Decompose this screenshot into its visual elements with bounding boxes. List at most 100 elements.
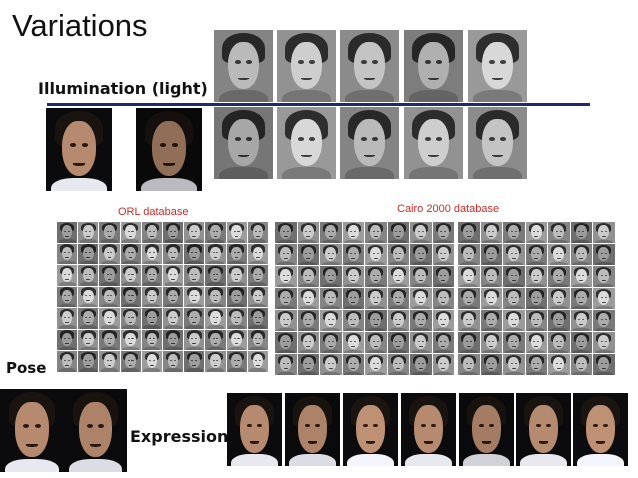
- cairo-database-face: [365, 244, 387, 265]
- orl-database-face: [99, 265, 120, 286]
- divider-line: [47, 103, 590, 106]
- orl-database-face: [184, 265, 205, 286]
- illumination-face-image: [214, 30, 273, 102]
- illumination-face-image: [340, 107, 399, 179]
- cairo-database-face: [480, 332, 502, 353]
- illumination-face-image: [214, 107, 273, 179]
- orl-database-face: [120, 286, 141, 307]
- cairo-database-face: [503, 332, 525, 353]
- orl-database-face: [247, 222, 268, 243]
- cairo-database-face: [570, 354, 592, 375]
- illumination-label: Illumination (light): [38, 79, 208, 98]
- cairo-database-face: [432, 332, 454, 353]
- cairo-database-face: [297, 354, 319, 375]
- cairo-database-face: [342, 266, 364, 287]
- cairo-database-label: Cairo 2000 database: [397, 203, 500, 215]
- cairo-database-face: [342, 288, 364, 309]
- orl-database-face: [78, 265, 99, 286]
- cairo-database-face: [525, 244, 547, 265]
- orl-database-face: [163, 329, 184, 350]
- cairo-database-face: [593, 332, 615, 353]
- cairo-database-face: [320, 332, 342, 353]
- orl-database-face: [78, 351, 99, 372]
- cairo-database-face: [320, 222, 342, 243]
- cairo-database-face: [410, 222, 432, 243]
- illumination-face-image: [468, 30, 527, 102]
- orl-database-face: [120, 351, 141, 372]
- cairo-database-face: [525, 266, 547, 287]
- orl-database-face: [120, 222, 141, 243]
- pose-label: Pose: [6, 359, 47, 377]
- illumination-face-image: [404, 30, 463, 102]
- orl-database-face: [163, 286, 184, 307]
- orl-database-face: [78, 222, 99, 243]
- orl-database-face: [57, 329, 78, 350]
- cairo-database-face: [548, 266, 570, 287]
- cairo-database-face: [458, 266, 480, 287]
- cairo-database-face: [297, 222, 319, 243]
- cairo-database-face: [548, 310, 570, 331]
- cairo-database-face: [525, 222, 547, 243]
- cairo-database-face: [297, 332, 319, 353]
- illumination-face-image: [277, 30, 336, 102]
- orl-database-face: [163, 222, 184, 243]
- cairo-database-face: [525, 332, 547, 353]
- orl-database-face: [163, 308, 184, 329]
- cairo-database-face: [503, 222, 525, 243]
- cairo-database-face: [275, 244, 297, 265]
- orl-database-face: [205, 329, 226, 350]
- orl-database-face: [247, 308, 268, 329]
- orl-database-face: [141, 243, 162, 264]
- cairo-database-face: [458, 332, 480, 353]
- cairo-database-face: [458, 354, 480, 375]
- orl-database-face: [120, 265, 141, 286]
- cairo-database-face: [365, 332, 387, 353]
- expression-face-image: [227, 393, 282, 466]
- illumination-face-image: [136, 108, 202, 191]
- cairo-database-face: [387, 266, 409, 287]
- orl-database-face: [226, 243, 247, 264]
- orl-database-face: [120, 243, 141, 264]
- illumination-face-image: [277, 107, 336, 179]
- cairo-database-face: [387, 354, 409, 375]
- cairo-database-face: [297, 288, 319, 309]
- cairo-database-face: [297, 266, 319, 287]
- orl-database-face: [78, 308, 99, 329]
- cairo-database-face: [275, 310, 297, 331]
- cairo-database-face: [410, 354, 432, 375]
- orl-database-face: [184, 329, 205, 350]
- orl-database-face: [205, 286, 226, 307]
- orl-database-face: [184, 286, 205, 307]
- expression-face-image: [343, 393, 398, 466]
- orl-database-face: [99, 222, 120, 243]
- orl-database-face: [120, 308, 141, 329]
- cairo-database-face: [593, 288, 615, 309]
- cairo-database-face: [387, 332, 409, 353]
- cairo-database-face: [275, 332, 297, 353]
- orl-database-label: ORL database: [118, 206, 189, 218]
- cairo-database-face: [320, 244, 342, 265]
- cairo-database-face: [297, 244, 319, 265]
- cairo-database-face: [297, 310, 319, 331]
- orl-database-face: [141, 265, 162, 286]
- cairo-database-face: [320, 266, 342, 287]
- orl-database-face: [141, 286, 162, 307]
- cairo-database-face: [387, 244, 409, 265]
- orl-database-face: [99, 329, 120, 350]
- orl-database-face: [247, 243, 268, 264]
- orl-database-face: [163, 243, 184, 264]
- orl-database-face: [184, 308, 205, 329]
- cairo-database-face: [570, 222, 592, 243]
- pose-face-image: [0, 389, 64, 472]
- cairo-database-face: [320, 310, 342, 331]
- cairo-database-face: [503, 266, 525, 287]
- orl-database-face: [247, 265, 268, 286]
- cairo-database-face: [410, 266, 432, 287]
- expression-face-image: [401, 393, 456, 466]
- cairo-database-face: [275, 354, 297, 375]
- orl-database-face: [226, 308, 247, 329]
- orl-database-face: [226, 351, 247, 372]
- orl-database-face: [226, 329, 247, 350]
- cairo-database-face: [548, 332, 570, 353]
- orl-database-face: [205, 222, 226, 243]
